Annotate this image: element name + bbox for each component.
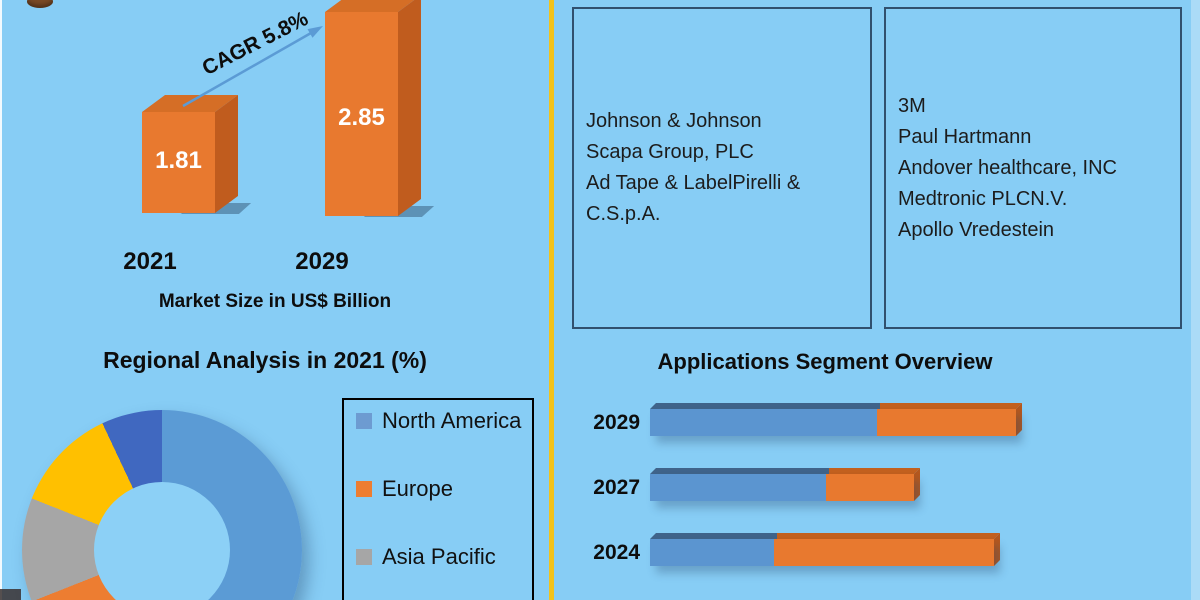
key-players-box-2: 3M Paul Hartmann Andover healthcare, INC… <box>884 7 1182 329</box>
axis-label-2021: 2021 <box>123 248 177 275</box>
company-name: Andover healthcare, INC <box>898 156 1118 179</box>
vertical-divider-line <box>549 0 554 600</box>
legend-swatch-asia-pacific <box>356 549 372 565</box>
company-name: 3M <box>898 94 926 117</box>
chart-shape <box>829 468 920 474</box>
chart-shape <box>774 539 994 566</box>
chart-shape <box>777 533 1000 539</box>
chart-shape <box>650 474 914 501</box>
company-name: Medtronic PLCN.V. <box>898 187 1068 210</box>
chart-shape <box>650 468 920 474</box>
chart-shape <box>650 539 774 566</box>
legend-swatch-europe <box>356 481 372 497</box>
chart-shape <box>650 468 829 474</box>
chart-shape <box>650 539 994 566</box>
company-name: Johnson & Johnson <box>586 110 762 132</box>
chart-shape <box>826 474 914 501</box>
bar-value-2029: 2.85 <box>338 104 385 131</box>
company-name: Ad Tape & LabelPirelli & <box>586 172 801 194</box>
legend-item-asia-pacific: Asia Pacific <box>356 544 496 570</box>
chart-shape <box>215 95 238 213</box>
chart-shape <box>994 533 1000 566</box>
apps-axis-label-2027: 2027 <box>593 476 640 499</box>
company-name: Paul Hartmann <box>898 125 1032 148</box>
apps-axis-label-2024: 2024 <box>593 541 640 564</box>
bar-value-2021: 1.81 <box>155 147 202 174</box>
axis-label-2029: 2029 <box>295 248 349 275</box>
chart-shape <box>650 409 877 436</box>
chart-shape <box>650 533 1000 539</box>
chart-shape <box>650 403 880 409</box>
chart-shape <box>142 112 215 213</box>
chart-shape <box>650 409 1016 436</box>
chart-shape <box>325 12 398 216</box>
applications-title: Applications Segment Overview <box>657 349 993 374</box>
company-name: Scapa Group, PLC <box>586 141 754 163</box>
regional-legend: North America Europe Asia Pacific <box>342 398 534 600</box>
regional-analysis-title: Regional Analysis in 2021 (%) <box>103 347 427 373</box>
market-size-caption: Market Size in US$ Billion <box>158 291 392 312</box>
apps-axis-label-2029: 2029 <box>593 411 640 434</box>
left-edge-strip <box>0 0 2 600</box>
market-size-column-chart <box>0 0 560 340</box>
legend-label: Asia Pacific <box>382 544 496 569</box>
chart-shape <box>142 95 238 112</box>
cropped-corner-element <box>0 589 21 600</box>
cropped-logo-mark <box>27 0 53 8</box>
chart-shape <box>325 0 421 12</box>
chart-shape <box>1016 403 1022 436</box>
legend-label: Europe <box>382 476 453 501</box>
legend-label: North America <box>382 408 522 433</box>
legend-item-north-america: North America <box>356 408 521 434</box>
chart-shape <box>880 403 1022 409</box>
key-players-box-1: Johnson & Johnson Scapa Group, PLC Ad Ta… <box>572 7 872 329</box>
legend-swatch-north-america <box>356 413 372 429</box>
company-name: Apollo Vredestein <box>898 218 1055 241</box>
trend-arrow-icon <box>182 26 323 108</box>
chart-shape <box>877 409 1016 436</box>
right-edge-strip <box>1191 0 1200 600</box>
chart-shape <box>650 533 777 539</box>
chart-shape <box>650 474 826 501</box>
company-name: C.S.p.A. <box>586 203 661 225</box>
chart-shape <box>914 468 920 501</box>
chart-shape <box>398 0 421 216</box>
chart-shape <box>650 403 1022 409</box>
legend-item-europe: Europe <box>356 476 453 502</box>
